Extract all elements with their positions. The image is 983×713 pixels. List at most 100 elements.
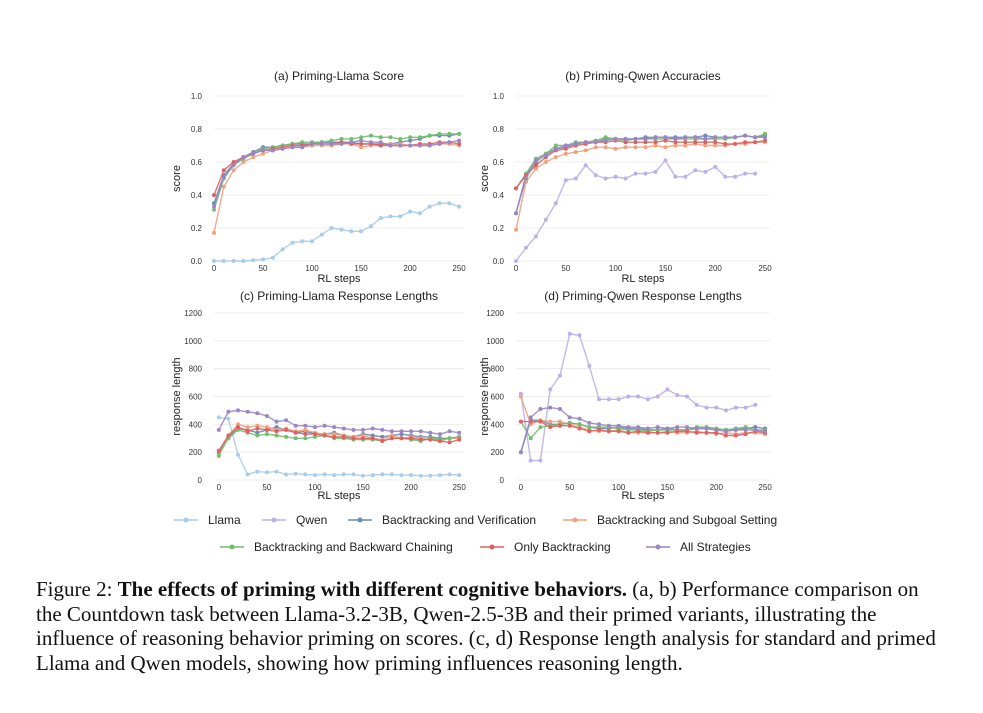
- data-point: [683, 143, 688, 148]
- data-point: [723, 174, 728, 179]
- data-point: [593, 145, 598, 150]
- y-axis-label: response length: [479, 357, 491, 435]
- data-point: [553, 155, 558, 160]
- legend-label: Backtracking and Backward Chaining: [254, 540, 453, 554]
- data-point: [724, 429, 728, 434]
- x-axis-label: RL steps: [621, 273, 665, 285]
- data-point: [673, 174, 678, 179]
- data-point: [255, 433, 260, 438]
- data-point: [255, 426, 260, 431]
- data-point: [553, 143, 558, 148]
- data-point: [398, 136, 403, 141]
- data-point: [457, 141, 462, 146]
- data-point: [241, 259, 246, 263]
- series-all-strategies: [212, 138, 462, 209]
- data-point: [704, 426, 709, 431]
- data-point: [236, 422, 240, 427]
- data-point: [703, 140, 708, 145]
- data-point: [368, 224, 373, 229]
- data-point: [270, 148, 275, 153]
- data-point: [447, 140, 452, 145]
- data-point: [577, 426, 582, 431]
- figure-caption: Figure 2: The effects of priming with di…: [36, 577, 948, 675]
- y-tick-label: 0.4: [191, 191, 203, 200]
- data-point: [368, 140, 373, 145]
- series-llama: [212, 201, 462, 263]
- data-point: [303, 423, 308, 428]
- data-point: [533, 163, 538, 168]
- data-point: [563, 146, 568, 151]
- data-point: [418, 429, 423, 434]
- series-only-backtracking: [212, 140, 462, 197]
- data-point: [399, 436, 404, 441]
- data-point: [558, 423, 562, 428]
- data-point: [261, 257, 265, 262]
- data-point: [533, 166, 538, 171]
- data-point: [543, 160, 548, 164]
- data-point: [255, 469, 260, 474]
- data-point: [683, 135, 688, 140]
- x-tick-label: 50: [259, 264, 268, 273]
- data-point: [457, 204, 462, 209]
- x-tick-label: 0: [217, 483, 222, 492]
- data-point: [685, 394, 689, 399]
- series-qwen: [518, 331, 758, 463]
- data-point: [597, 397, 601, 402]
- caption-label: Figure 2:: [36, 577, 113, 601]
- data-point: [303, 427, 308, 432]
- data-point: [653, 169, 658, 174]
- data-point: [583, 140, 588, 145]
- y-tick-label: 400: [189, 420, 203, 429]
- data-point: [673, 143, 678, 148]
- data-point: [543, 217, 548, 222]
- data-point: [293, 430, 298, 435]
- data-point: [293, 423, 298, 428]
- data-point: [593, 140, 598, 145]
- data-point: [251, 258, 256, 263]
- data-point: [703, 133, 708, 138]
- data-point: [361, 427, 365, 432]
- data-point: [322, 423, 327, 428]
- data-point: [231, 160, 236, 164]
- data-point: [655, 430, 660, 435]
- data-point: [332, 432, 337, 437]
- data-point: [613, 146, 618, 151]
- legend-marker: [229, 544, 235, 550]
- series-llama: [216, 415, 462, 478]
- data-point: [280, 247, 285, 252]
- y-tick-label: 0.8: [493, 125, 505, 134]
- data-point: [763, 135, 767, 140]
- data-point: [359, 229, 364, 234]
- data-point: [623, 136, 628, 141]
- data-point: [528, 436, 533, 441]
- data-point: [349, 140, 354, 145]
- data-point: [284, 434, 289, 439]
- series-line: [213, 141, 460, 196]
- data-point: [616, 423, 621, 428]
- data-point: [300, 239, 305, 244]
- data-point: [626, 394, 631, 399]
- data-point: [300, 145, 305, 150]
- data-point: [212, 207, 216, 212]
- data-point: [399, 432, 404, 437]
- data-point: [245, 409, 250, 414]
- data-point: [447, 429, 452, 434]
- data-point: [389, 472, 394, 477]
- data-point: [714, 405, 719, 410]
- x-tick-label: 50: [565, 483, 574, 492]
- data-point: [743, 405, 748, 410]
- data-point: [293, 471, 298, 476]
- data-point: [322, 472, 327, 477]
- data-point: [533, 234, 538, 239]
- x-tick-label: 200: [710, 483, 724, 492]
- data-point: [693, 168, 698, 173]
- data-point: [251, 155, 256, 160]
- data-point: [303, 436, 308, 441]
- data-point: [417, 143, 422, 148]
- data-point: [339, 227, 344, 232]
- data-point: [341, 472, 346, 477]
- y-tick-label: 1.0: [493, 92, 505, 101]
- data-point: [763, 429, 768, 434]
- data-point: [665, 430, 670, 435]
- y-tick-label: 0.4: [493, 191, 505, 200]
